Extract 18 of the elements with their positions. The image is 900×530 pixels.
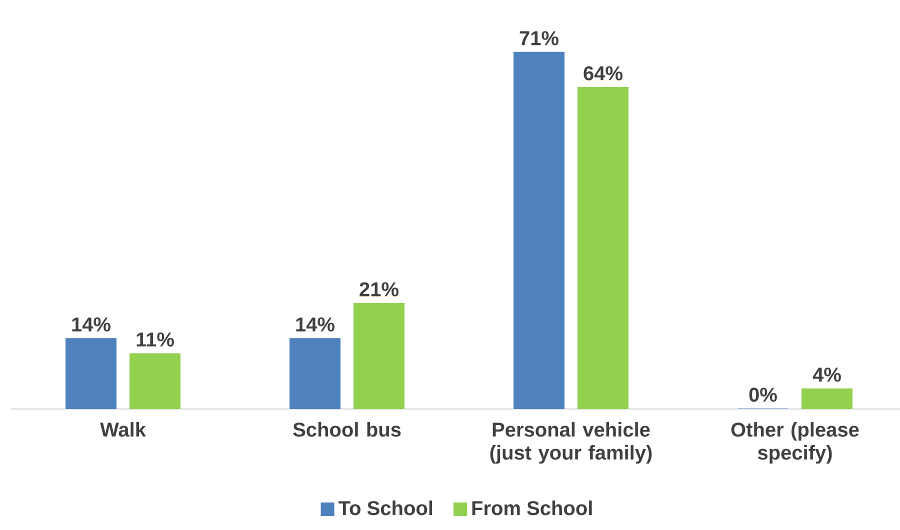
x-tick-label: Walk xyxy=(100,422,146,437)
bar xyxy=(130,353,181,409)
x-tick-label: Personal vehicle (just your family) xyxy=(490,422,652,464)
data-label: 11% xyxy=(136,332,174,347)
data-label: 21% xyxy=(360,282,398,296)
data-label: 4% xyxy=(812,368,841,382)
x-tick-label: School bus xyxy=(293,422,401,437)
data-label: 0% xyxy=(749,388,777,402)
data-label: 14% xyxy=(72,317,110,332)
bar xyxy=(801,388,852,409)
data-label: 71% xyxy=(520,31,558,46)
bar xyxy=(354,303,404,409)
legend-label: From School xyxy=(472,500,592,516)
data-label: 64% xyxy=(584,66,622,80)
bar xyxy=(578,87,628,409)
data-label: 14% xyxy=(296,317,334,332)
x-tick-label: Other (please specify) xyxy=(731,422,859,464)
legend-label: To School xyxy=(338,500,432,516)
